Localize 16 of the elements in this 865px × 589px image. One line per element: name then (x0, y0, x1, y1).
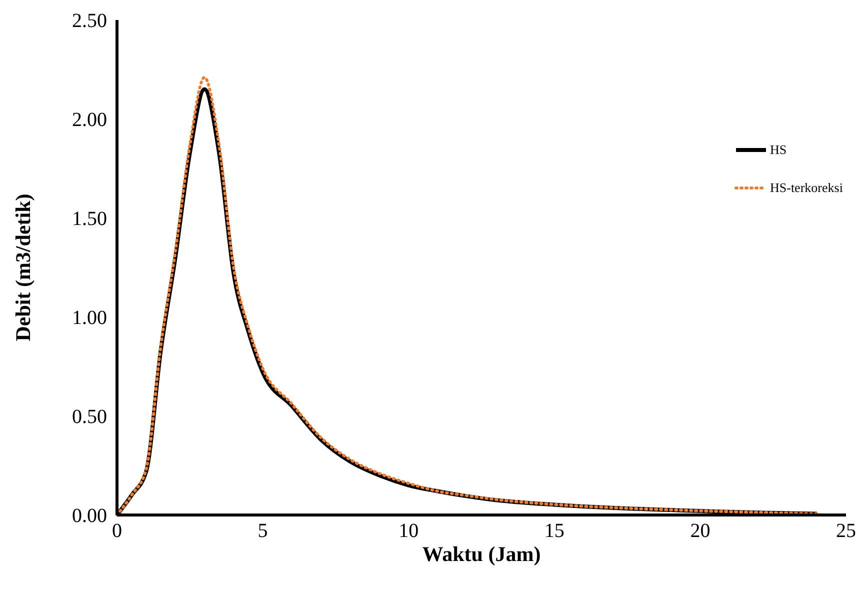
x-tick-label: 25 (836, 520, 856, 542)
x-tick-label: 10 (398, 520, 419, 542)
legend-label: HS (770, 142, 787, 157)
y-tick-label: 2.50 (72, 10, 107, 32)
y-tick-label: 0.50 (72, 406, 107, 428)
legend-label: HS-terkoreksi (770, 180, 844, 195)
x-tick-label: 5 (258, 520, 268, 542)
x-axis-title: Waktu (Jam) (422, 542, 541, 566)
x-tick-label: 20 (690, 520, 710, 542)
x-tick-label: 15 (544, 520, 564, 542)
x-tick-label: 0 (112, 520, 122, 542)
y-axis-title: Debit (m3/detik) (11, 194, 35, 342)
y-tick-label: 2.00 (72, 109, 107, 131)
y-tick-label: 1.00 (72, 307, 107, 329)
y-tick-label: 1.50 (72, 208, 107, 230)
y-tick-label: 0.00 (72, 505, 107, 527)
